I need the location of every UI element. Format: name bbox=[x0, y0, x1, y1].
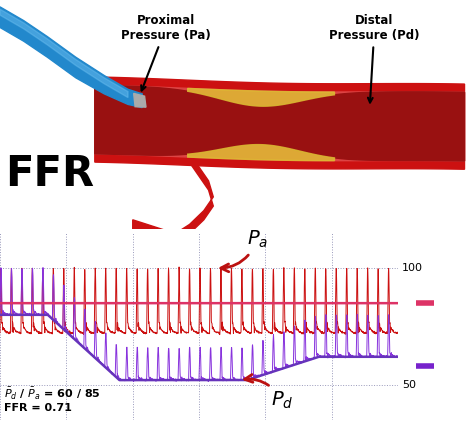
Text: 100: 100 bbox=[402, 263, 423, 273]
Text: FFR: FFR bbox=[5, 153, 94, 195]
Polygon shape bbox=[0, 7, 142, 108]
Text: 50: 50 bbox=[402, 380, 416, 390]
Polygon shape bbox=[188, 88, 335, 106]
Text: FFR = 0.71: FFR = 0.71 bbox=[4, 403, 72, 413]
Polygon shape bbox=[95, 85, 465, 161]
Text: Proximal
Pressure (Pa): Proximal Pressure (Pa) bbox=[121, 14, 211, 90]
Text: $\bar{P}_d$ / $\bar{P}_a$ = 60 / 85: $\bar{P}_d$ / $\bar{P}_a$ = 60 / 85 bbox=[4, 386, 100, 402]
Text: $P_a$: $P_a$ bbox=[221, 229, 268, 272]
Polygon shape bbox=[134, 93, 146, 107]
Polygon shape bbox=[0, 9, 128, 98]
Text: Distal
Pressure (Pd): Distal Pressure (Pd) bbox=[329, 14, 419, 103]
Polygon shape bbox=[188, 145, 335, 161]
Polygon shape bbox=[95, 77, 465, 169]
Text: $P_d$: $P_d$ bbox=[245, 374, 293, 411]
Polygon shape bbox=[95, 85, 465, 161]
Polygon shape bbox=[133, 144, 213, 243]
